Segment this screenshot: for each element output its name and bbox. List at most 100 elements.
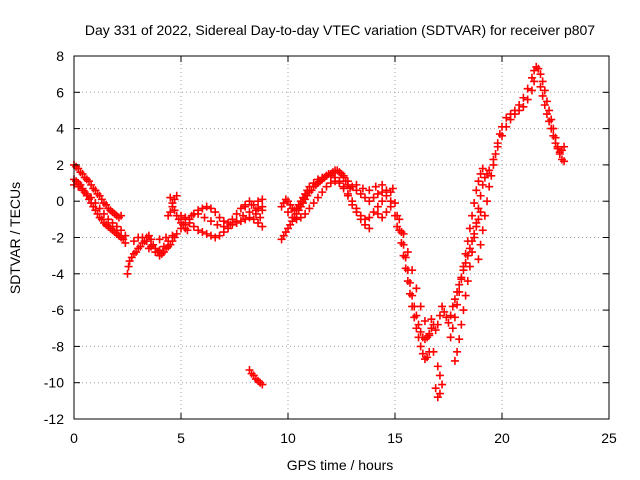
data-point	[457, 275, 466, 284]
data-point	[144, 244, 153, 253]
data-point	[168, 231, 177, 240]
data-point	[476, 191, 485, 200]
data-point	[435, 371, 444, 380]
data-point	[189, 222, 198, 231]
data-point	[200, 213, 209, 222]
data-point	[433, 362, 442, 371]
data-point	[382, 186, 391, 195]
data-point	[560, 142, 569, 151]
x-tick-label: 0	[70, 430, 78, 446]
data-point	[453, 300, 462, 309]
data-point	[95, 204, 104, 213]
data-point	[236, 204, 245, 213]
y-tick-label: -8	[52, 338, 65, 354]
data-point	[254, 218, 263, 227]
data-point	[292, 215, 301, 224]
data-point	[429, 347, 438, 356]
data-point	[166, 208, 175, 217]
data-point	[412, 284, 421, 293]
data-point	[358, 184, 367, 193]
data-point	[448, 324, 457, 333]
data-point	[431, 384, 440, 393]
data-point	[124, 262, 133, 271]
y-tick-label: -4	[52, 266, 65, 282]
data-point	[339, 184, 348, 193]
data-point	[326, 171, 335, 180]
data-point	[498, 131, 506, 140]
data-point	[215, 231, 224, 240]
data-point	[461, 249, 470, 258]
data-point	[489, 155, 498, 164]
data-point	[373, 189, 382, 198]
axis-ticks: 0 5 10 15 20 25 -12 -10 -8 -6 -4 -2 0 2 4 6 8	[44, 48, 617, 446]
y-tick-label: 0	[56, 193, 64, 209]
data-point	[162, 233, 171, 242]
data-point	[523, 84, 532, 93]
data-point	[418, 349, 427, 358]
data-point	[129, 237, 138, 246]
gridlines	[74, 56, 609, 419]
data-point	[331, 177, 340, 186]
data-point	[474, 177, 483, 186]
data-point	[545, 117, 554, 126]
data-point	[159, 242, 168, 251]
data-point	[211, 233, 220, 242]
data-point	[339, 171, 348, 180]
data-point	[403, 248, 412, 257]
data-point	[348, 182, 357, 191]
data-point	[405, 278, 414, 287]
data-point	[408, 291, 417, 300]
data-point	[168, 199, 177, 208]
data-point	[181, 213, 190, 222]
data-point	[455, 287, 464, 296]
data-point	[151, 248, 160, 257]
data-point	[121, 238, 130, 247]
data-point	[463, 277, 472, 286]
data-point	[258, 222, 267, 231]
data-point	[305, 204, 314, 213]
data-point	[444, 318, 453, 327]
data-point	[538, 91, 547, 100]
data-point	[478, 180, 487, 189]
data-point	[309, 179, 318, 188]
data-point	[536, 70, 545, 79]
data-point	[249, 215, 258, 224]
data-point	[117, 226, 126, 235]
data-point	[219, 222, 228, 231]
data-point	[87, 193, 96, 202]
x-tick-label: 10	[280, 430, 296, 446]
data-point	[378, 180, 387, 189]
data-point	[510, 106, 519, 115]
data-point	[211, 208, 220, 217]
data-point	[474, 204, 483, 213]
data-point	[446, 311, 455, 320]
data-point	[166, 193, 175, 202]
data-point	[245, 208, 254, 217]
data-point	[356, 215, 365, 224]
data-point	[241, 202, 250, 211]
data-point	[433, 393, 442, 402]
data-point	[172, 229, 181, 238]
data-point	[502, 113, 511, 122]
data-point	[551, 139, 560, 148]
data-point	[472, 218, 481, 227]
data-point	[318, 188, 327, 197]
data-point	[378, 213, 387, 222]
data-point	[296, 213, 305, 222]
data-point	[247, 200, 256, 209]
y-tick-label: -10	[44, 375, 64, 391]
data-point	[343, 191, 352, 200]
data-point	[416, 327, 425, 336]
data-point	[442, 313, 451, 322]
data-point	[463, 237, 472, 246]
data-point	[465, 262, 474, 271]
data-point	[474, 255, 483, 264]
data-point	[352, 208, 361, 217]
data-point	[399, 240, 408, 249]
data-point	[138, 233, 147, 242]
data-point	[112, 222, 121, 231]
data-point	[388, 184, 397, 193]
data-point	[423, 353, 432, 362]
data-point	[74, 182, 83, 191]
